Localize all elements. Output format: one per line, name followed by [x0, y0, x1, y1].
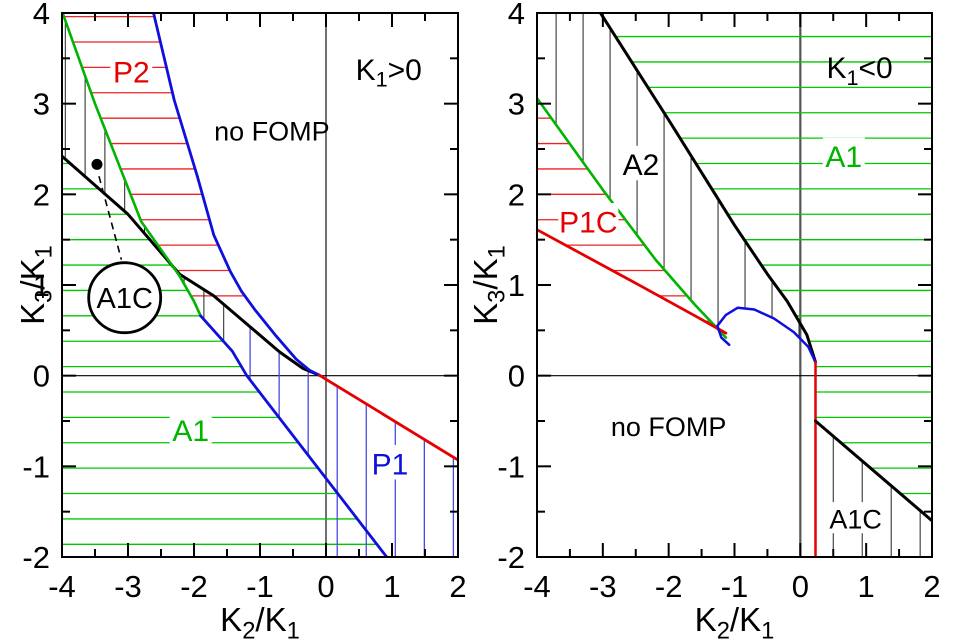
x-tick-label: -2	[180, 569, 208, 604]
boundary-green-boundary	[62, 13, 202, 318]
plot-k1-negative: -4 -3 -2 -1 0 1 2 -2 -1 0 1 2 3 4 K2/K1 K3/K1 K1<0 A2 A1 P1…	[467, 0, 941, 641]
y-axis-label: K3/K1	[14, 245, 57, 325]
x-tick-label: 2	[923, 569, 940, 604]
region-label-no-fomp: no FOMP	[611, 412, 727, 442]
x-tick-label: -4	[48, 569, 76, 604]
y-tick-label: 4	[33, 0, 50, 31]
boundary-black-upper-boundary	[598, 13, 817, 364]
region-label-p2: P2	[113, 57, 150, 90]
region-label-p1: P1	[372, 448, 409, 481]
boundary-blue-p1-boundary	[199, 314, 389, 557]
quadrant-label-k1-positive: K1>0	[356, 54, 422, 92]
y-tick-label: -1	[497, 449, 525, 484]
y-tick-label: 4	[508, 0, 525, 31]
y-tick-label: 1	[508, 268, 525, 303]
region-label-a1: A1	[825, 141, 862, 174]
y-tick-label: 3	[33, 87, 50, 122]
x-axis-label: K2/K1	[695, 601, 775, 641]
x-tick-label: -1	[246, 569, 274, 604]
plot-k1-positive: -4 -3 -2 -1 0 1 2 -2 -1 0 1 2 3 4 K2/K1 K3/K1 P2 no FOMP K…	[14, 0, 467, 641]
x-tick-label: 1	[383, 569, 400, 604]
plot-k1-positive-ticks	[61, 12, 459, 558]
boundary-red-boundary	[317, 373, 458, 462]
a1c-annotation: A1C	[87, 158, 163, 335]
x-tick-label: -3	[589, 569, 617, 604]
region-label-p1c: P1C	[559, 206, 617, 239]
quadrant-label-k1-negative: K1<0	[826, 52, 892, 90]
x-axis-label: K2/K1	[220, 601, 300, 641]
x-tick-label: 0	[317, 569, 334, 604]
region-label-no-fomp: no FOMP	[214, 117, 330, 147]
plot-k1-negative-ticks	[536, 12, 933, 558]
boundary-blue-loop-boundary	[716, 306, 817, 364]
region-label-a2: A2	[623, 149, 660, 182]
y-tick-label: 0	[33, 359, 50, 394]
plot-k1-negative-tick-labels: -4 -3 -2 -1 0 1 2 -2 -1 0 1 2 3 4	[497, 0, 940, 604]
y-tick-label: -2	[497, 540, 525, 575]
region-label-a1c: A1C	[96, 283, 152, 315]
plot-k1-negative-area	[537, 13, 932, 557]
boundary-blue-p2-boundary	[152, 13, 321, 377]
annotation-circle	[87, 261, 163, 335]
y-axis-label: K3/K1	[467, 245, 510, 325]
plot-k1-positive-labels: P2 no FOMP K1>0 A1 P1	[110, 53, 422, 481]
plot-k1-positive-tick-labels: -4 -3 -2 -1 0 1 2 -2 -1 0 1 2 3 4	[22, 0, 466, 604]
region-label-a1: A1	[172, 415, 209, 448]
x-tick-label: -1	[721, 569, 749, 604]
x-tick-label: -4	[523, 569, 551, 604]
boundary-red-p1c-boundary	[537, 228, 728, 335]
y-tick-label: 0	[508, 359, 525, 394]
x-tick-label: -3	[114, 569, 142, 604]
boundary-black-boundary	[62, 154, 321, 377]
x-tick-label: 2	[449, 569, 466, 604]
plot-k1-negative-labels: K1<0 A2 A1 P1C no FOMP A1C	[558, 52, 893, 535]
plot-k1-positive-area	[62, 13, 458, 557]
plot-frame	[536, 12, 933, 558]
x-tick-label: 1	[858, 569, 875, 604]
plot-k1-negative-hatching	[537, 13, 932, 557]
annotation-dot	[91, 158, 103, 170]
y-tick-label: 2	[508, 177, 525, 212]
y-tick-label: -2	[22, 540, 50, 575]
x-tick-label: -2	[655, 569, 683, 604]
boundary-black-lower-boundary	[814, 419, 932, 523]
region-label-a1c: A1C	[829, 505, 882, 535]
y-tick-label: -1	[22, 449, 50, 484]
x-tick-label: 0	[792, 569, 809, 604]
y-tick-label: 2	[33, 177, 50, 212]
annotation-pointer-line	[98, 175, 123, 260]
y-tick-label: 1	[33, 268, 50, 303]
y-tick-label: 3	[508, 87, 525, 122]
